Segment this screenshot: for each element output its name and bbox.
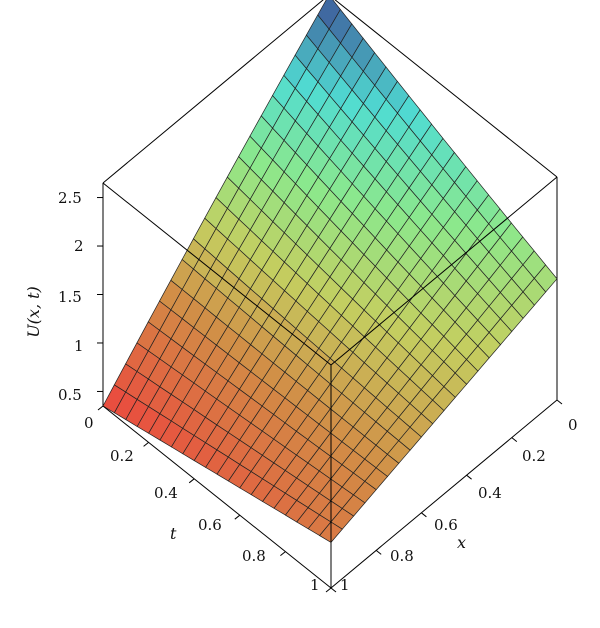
x-tick-mark — [375, 550, 382, 555]
x-tick-label: 0 — [568, 416, 578, 434]
t-tick-label: 0.2 — [110, 447, 134, 465]
x-tick-label: 0.6 — [434, 516, 458, 534]
frame-edge — [330, 176, 558, 366]
x-tick-mark — [330, 587, 337, 593]
surface-mesh — [102, 0, 558, 543]
t-tick-mark — [325, 587, 332, 593]
z-tick-label: 1.5 — [58, 288, 82, 306]
x-tick-mark — [421, 512, 427, 518]
t-tick-label: 1 — [310, 576, 320, 594]
x-tick-label: 0.8 — [390, 547, 414, 565]
z-axis-label: U(x, t) — [24, 286, 43, 338]
x-axis-ticks: 0 0.2 0.4 0.6 0.8 1 — [340, 416, 578, 594]
t-tick-mark — [97, 405, 104, 411]
t-axis-ticks: 0 0.2 0.4 0.6 0.8 1 — [84, 414, 320, 594]
x-tick-mark — [511, 437, 518, 442]
x-axis-label: x — [457, 533, 466, 552]
x-tick-label: 0.4 — [478, 484, 502, 502]
t-tick-mark — [234, 514, 241, 520]
z-tick-label: 0.5 — [58, 386, 82, 404]
frame-edge — [334, 0, 558, 178]
bounding-box-front — [97, 176, 563, 593]
x-tick-label: 0.2 — [522, 447, 546, 465]
frame-edge — [330, 399, 558, 589]
frame-edge — [102, 0, 324, 184]
x-tick-mark — [556, 399, 563, 405]
z-tick-label: 1 — [74, 337, 84, 355]
z-tick-label: 2.5 — [58, 189, 82, 207]
t-tick-label: 0.6 — [198, 516, 222, 534]
t-tick-label: 0.8 — [242, 547, 266, 565]
t-tick-mark — [188, 478, 195, 484]
x-tick-mark — [466, 474, 472, 480]
t-axis-label: t — [170, 524, 177, 543]
z-axis-ticks: 2.5 2 1.5 1 0.5 — [58, 189, 84, 404]
t-tick-mark — [280, 551, 286, 556]
t-tick-label: 0 — [84, 414, 94, 432]
t-tick-label: 0.4 — [154, 484, 178, 502]
x-tick-label: 1 — [340, 576, 350, 594]
t-tick-mark — [143, 442, 149, 447]
frame-edge — [102, 182, 332, 366]
frame-edge — [102, 405, 332, 589]
z-tick-label: 2 — [74, 237, 84, 255]
